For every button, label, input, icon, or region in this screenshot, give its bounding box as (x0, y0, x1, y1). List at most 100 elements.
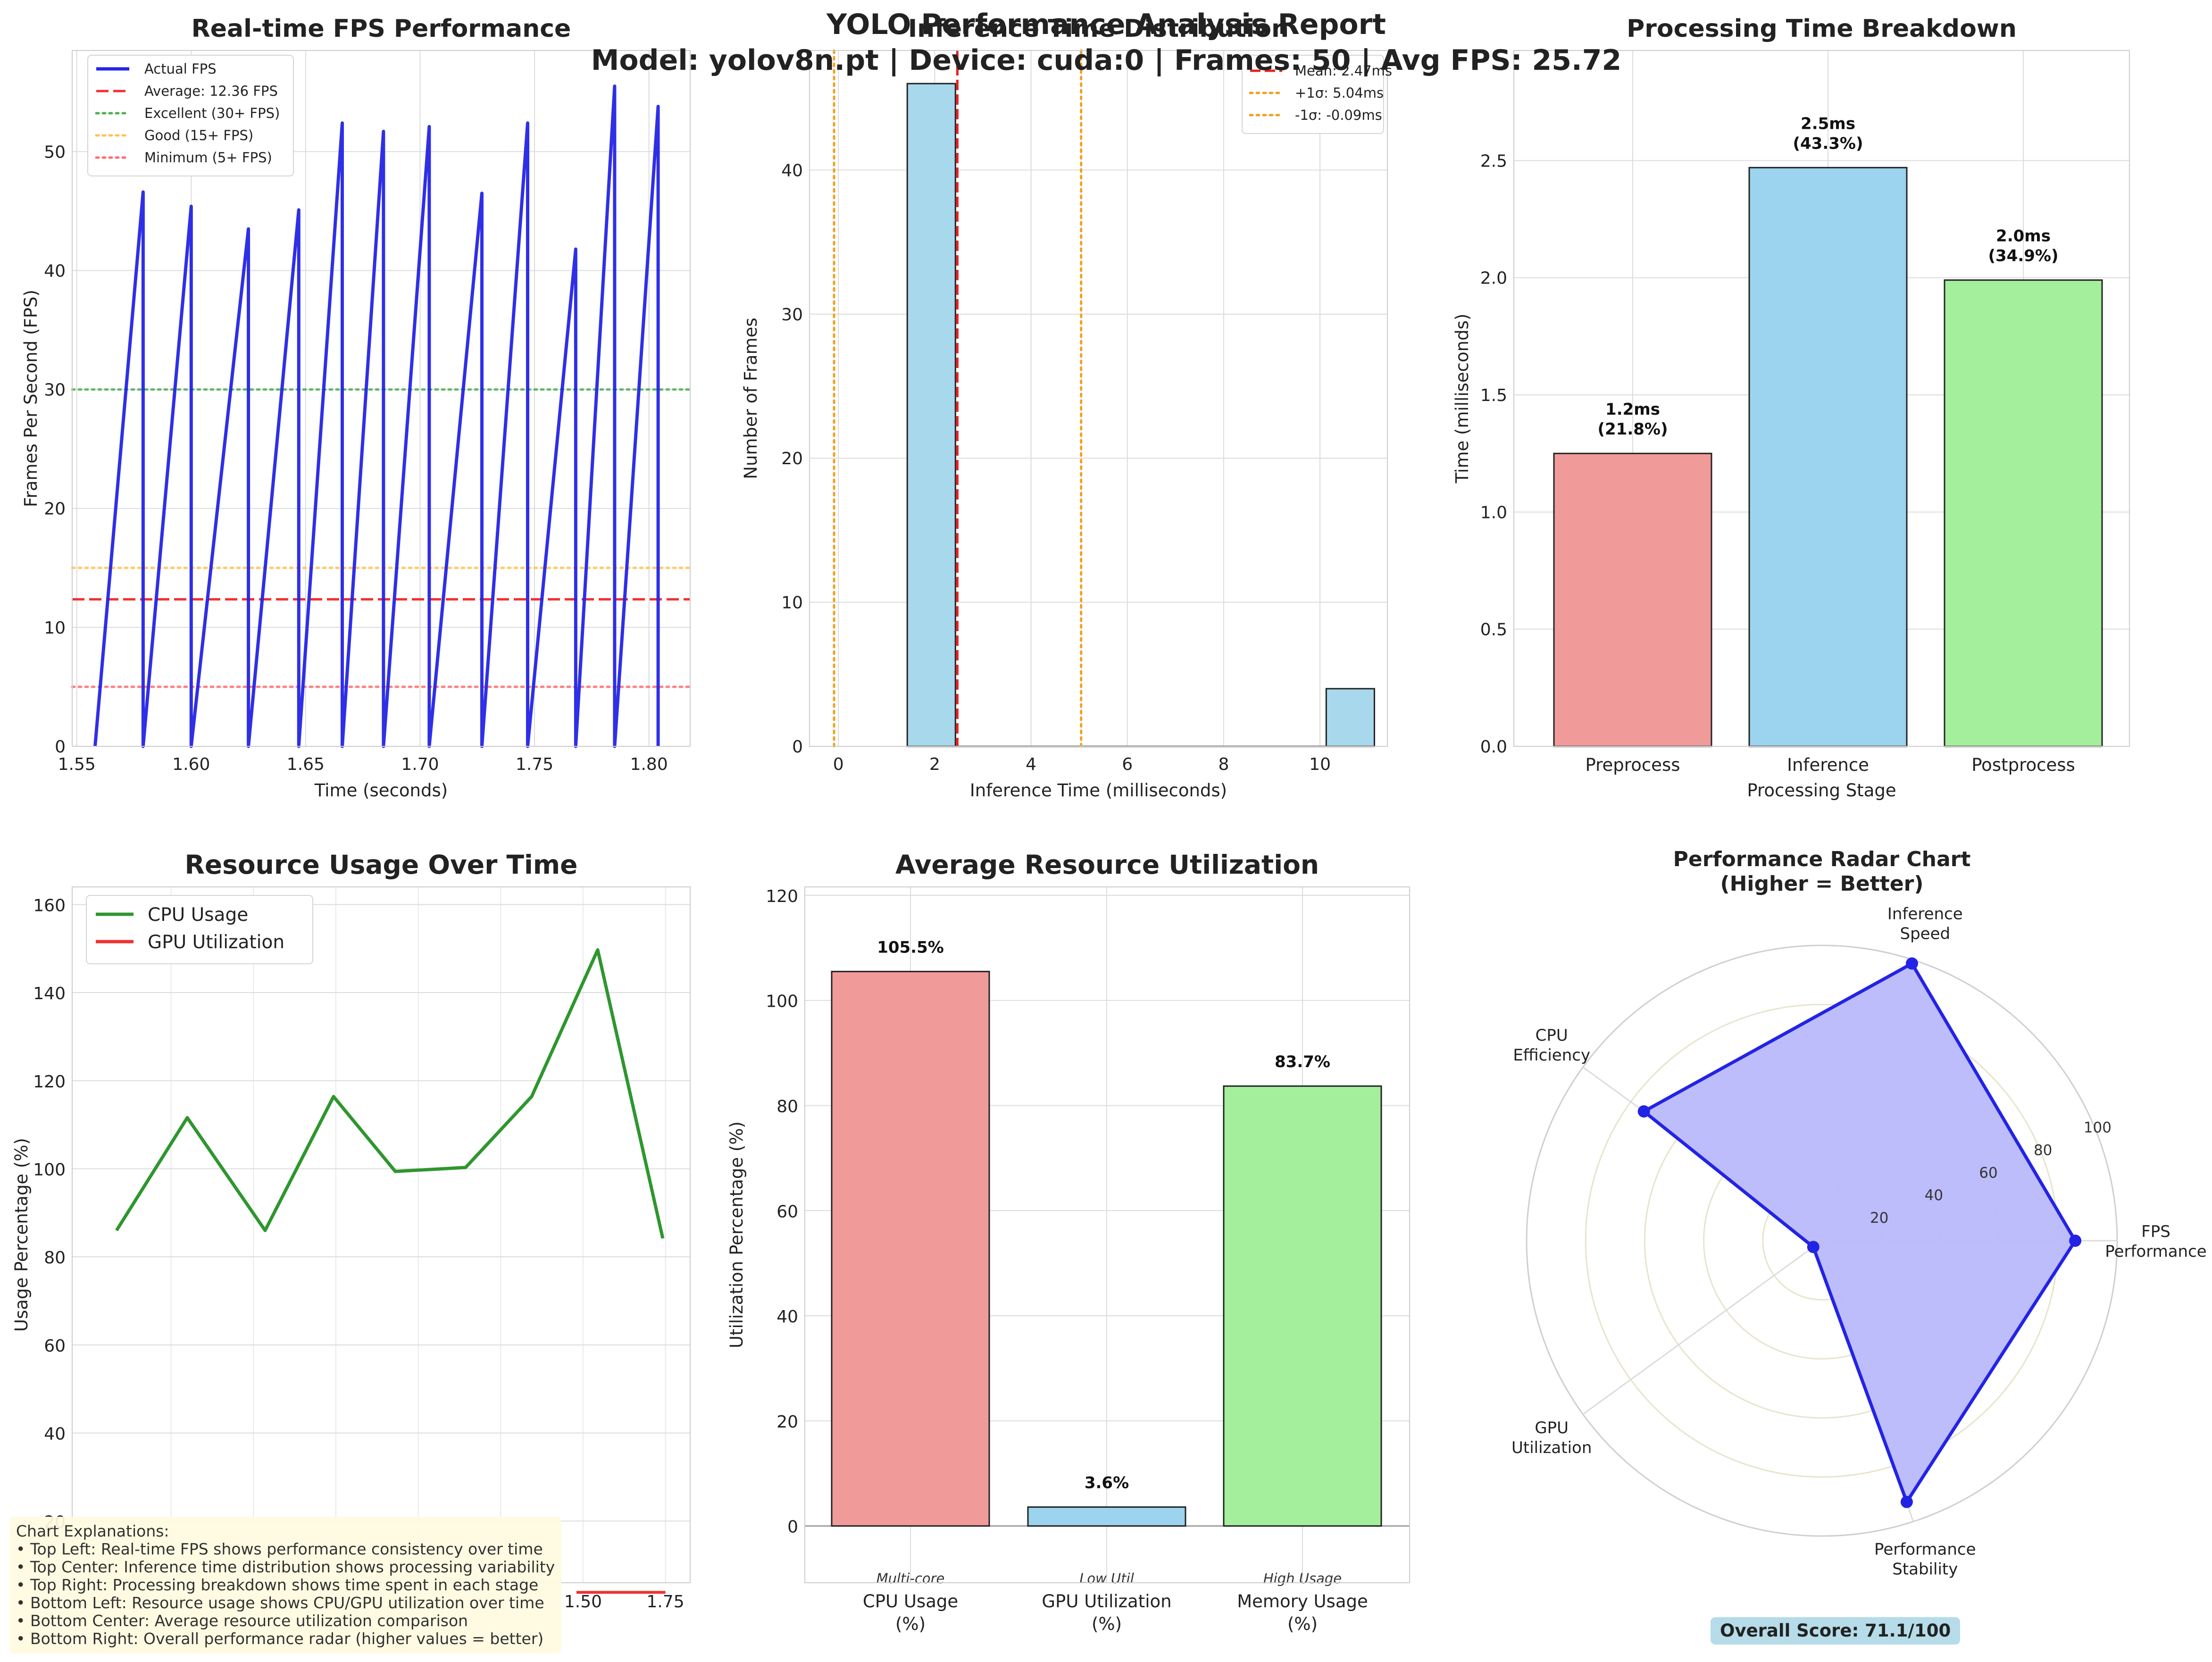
overall-score-badge: Overall Score: 71.1/100 (1711, 1617, 1961, 1645)
processing-breakdown-panel: 1.2ms(21.8%) Preprocess 2.5ms(43.3%) Infere… (1452, 15, 2130, 801)
y-tick-label: 10 (44, 618, 66, 638)
suptitle-line1: YOLO Performance Analysis Report (826, 8, 1386, 41)
x-axis-label: Time (seconds) (314, 780, 448, 801)
explanation-line: • Bottom Center: Average resource utiliz… (16, 1612, 468, 1630)
radar-point (1807, 1241, 1820, 1253)
y-tick-label: 30 (44, 381, 66, 400)
radar-point (2069, 1235, 2082, 1247)
x-tick-label: 1.50 (564, 1592, 602, 1612)
bar-value-label: 3.6% (1085, 1474, 1129, 1493)
legend-label: Minimum (5+ FPS) (144, 150, 272, 166)
y-tick-label: 100 (766, 992, 798, 1011)
y-tick-label: 0 (787, 1518, 798, 1537)
bar-value-label: 105.5% (877, 938, 944, 957)
y-tick-label: 20 (44, 500, 66, 519)
utilization-bar (831, 970, 990, 1527)
panel-title: Inference Time Distribution (908, 15, 1289, 43)
y-tick-label: 2.0 (1480, 269, 1507, 288)
axes-background (809, 50, 1388, 747)
radar-panel: 20406080100FPSPerformanceInferenceSpeedC… (1511, 847, 2207, 1578)
y-tick-label: 0 (55, 737, 66, 757)
y-tick-label: 120 (766, 887, 798, 906)
explanation-line: • Top Right: Processing breakdown shows … (16, 1576, 539, 1594)
x-tick-label: 1.60 (172, 755, 210, 774)
bar-value-label: 1.2ms (1605, 400, 1660, 419)
bar-note-label: High Usage (1263, 1570, 1342, 1587)
y-tick-label: 1.5 (1480, 386, 1507, 405)
radar-point (1900, 1495, 1913, 1508)
y-tick-label: 60 (44, 1336, 66, 1356)
x-tick-label: 1.55 (58, 755, 96, 774)
x-tick-label: Inference (1787, 755, 1869, 775)
axes-background (72, 886, 691, 1583)
radar-tick-label: 20 (1870, 1210, 1888, 1227)
y-axis-label: Usage Percentage (%) (11, 1138, 32, 1332)
panel-title: Resource Usage Over Time (184, 850, 577, 880)
bar-value-label: 83.7% (1275, 1052, 1330, 1071)
x-tick-label: 6 (1122, 755, 1133, 774)
axes-frame (809, 50, 1388, 747)
y-tick-label: 40 (776, 1307, 798, 1327)
x-tick-label: 1.75 (647, 1592, 684, 1612)
explanations-heading: Chart Explanations: (16, 1522, 169, 1540)
inference-histogram-panel: 0 2 4 6 8 10 0 10 20 30 40 Inference Time (millisec… (741, 15, 1392, 801)
x-tick-label: Postprocess (1971, 755, 2075, 775)
legend-label: +1σ: 5.04ms (1295, 85, 1384, 101)
y-tick-label: 30 (781, 305, 803, 325)
panel-subtitle: (Higher = Better) (1720, 872, 1924, 896)
x-axis-label: Inference Time (milliseconds) (970, 780, 1227, 801)
x-tick-label: CPU Usage (863, 1591, 958, 1612)
y-tick-label: 0.5 (1480, 620, 1507, 640)
legend-label: CPU Usage (148, 904, 248, 926)
suptitle-line2: Model: yolov8n.pt | Device: cuda:0 | Fra… (591, 44, 1622, 77)
radar-axis-label: Utilization (1511, 1438, 1592, 1457)
explanation-line: • Bottom Right: Overall performance rada… (16, 1629, 544, 1648)
stage-bar (1944, 279, 2103, 747)
radar-axis-label: Stability (1892, 1560, 1958, 1578)
x-tick-label: 0 (833, 755, 844, 774)
y-tick-label: 80 (776, 1097, 798, 1116)
utilization-bar (1223, 1085, 1382, 1527)
y-axis-label: Utilization Percentage (%) (726, 1121, 747, 1348)
bar-value-label: 2.0ms (1996, 227, 2051, 246)
y-tick-label: 0 (792, 737, 803, 757)
histogram-bar (1325, 688, 1375, 747)
bar-percent-label: (34.9%) (1988, 247, 2058, 266)
legend-box (86, 895, 313, 964)
radar-tick-label: 100 (2084, 1119, 2112, 1136)
bar-note-label: Multi-core (876, 1570, 945, 1587)
explanation-line: • Top Left: Real-time FPS shows performa… (16, 1540, 543, 1558)
radar-point (1905, 957, 1918, 970)
x-tick-label: (%) (1092, 1614, 1122, 1634)
y-tick-label: 1.0 (1480, 503, 1507, 522)
x-tick-label: Memory Usage (1237, 1591, 1368, 1612)
legend-label: Average: 12.36 FPS (144, 83, 278, 99)
panel-title: Processing Time Breakdown (1627, 15, 2017, 43)
radar-axis-label: Performance (2105, 1242, 2206, 1261)
legend-box (87, 55, 294, 176)
bar-percent-label: (43.3%) (1793, 134, 1863, 153)
legend-label: GPU Utilization (148, 932, 284, 953)
chart-explanations-box: Chart Explanations: • Top Left: Real-tim… (9, 1517, 561, 1654)
y-tick-label: 0.0 (1480, 737, 1507, 757)
y-tick-label: 160 (33, 896, 66, 915)
suptitle: YOLO Performance Analysis Report Model: … (591, 8, 1622, 77)
x-tick-label: (%) (895, 1614, 926, 1634)
y-tick-label: 20 (776, 1412, 798, 1432)
y-tick-label: 40 (781, 161, 803, 180)
y-axis-label: Frames Per Second (FPS) (21, 290, 41, 507)
panel-title: Average Resource Utilization (895, 850, 1319, 880)
legend-label: -1σ: -0.09ms (1295, 107, 1382, 123)
legend-label: Excellent (30+ FPS) (144, 105, 280, 121)
x-tick-label: 1.65 (287, 755, 325, 774)
radar-tick-label: 80 (2034, 1142, 2052, 1159)
y-axis-label: Time (milliseconds) (1452, 314, 1472, 484)
bar-percent-label: (21.8%) (1597, 420, 1668, 439)
radar-area (1642, 961, 2077, 1504)
explanation-line: • Bottom Left: Resource usage shows CPU/… (16, 1594, 544, 1612)
radar-axis-label: FPS (2141, 1222, 2170, 1241)
utilization-bar (1027, 1506, 1186, 1527)
radar-axis-label: Speed (1900, 925, 1950, 944)
